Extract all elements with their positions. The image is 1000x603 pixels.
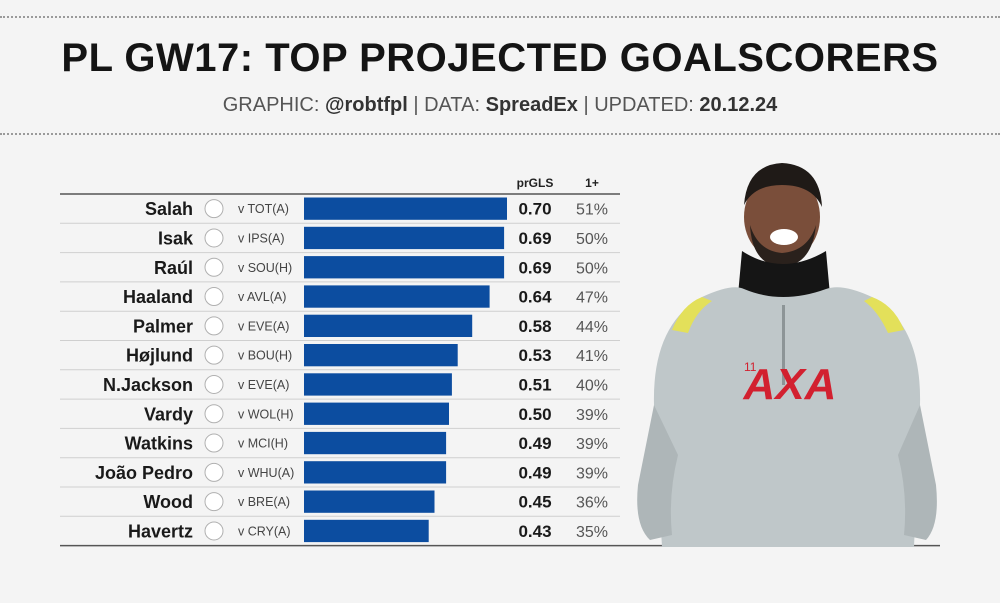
bar: [304, 490, 435, 513]
probability-value: 39%: [576, 436, 608, 453]
player-name: João Pedro: [95, 463, 193, 483]
data-source: SpreadEx: [485, 94, 578, 116]
prgls-value: 0.69: [518, 258, 551, 277]
prgls-value: 0.50: [518, 405, 551, 424]
bar: [304, 373, 452, 396]
bar: [304, 402, 449, 425]
column-header-prgls: prGLS: [517, 176, 554, 190]
fixture-label: v MCI(H): [238, 437, 288, 451]
bar: [304, 344, 458, 367]
probability-value: 36%: [576, 495, 608, 512]
fixture-label: v SOU(H): [238, 261, 292, 275]
probability-value: 50%: [576, 260, 608, 277]
bar: [304, 431, 447, 455]
player-photo: AXA 11: [637, 163, 937, 547]
fixture-label: v WOL(H): [238, 407, 294, 421]
data-label: | DATA:: [413, 94, 481, 116]
club-badge-icon: [204, 404, 224, 424]
updated-label: | UPDATED:: [583, 94, 694, 116]
bar: [304, 226, 505, 250]
player-name: Wood: [143, 492, 193, 512]
player-name: Haaland: [123, 287, 193, 307]
club-badge-icon: [204, 316, 224, 336]
probability-value: 35%: [576, 524, 608, 541]
prgls-value: 0.49: [518, 434, 551, 453]
player-name: Raúl: [154, 258, 193, 278]
bar: [304, 285, 490, 308]
club-badge-icon: [204, 433, 224, 453]
probability-value: 39%: [576, 407, 608, 424]
prgls-value: 0.69: [518, 229, 551, 248]
updated-date: 20.12.24: [699, 94, 778, 116]
club-badge-icon: [204, 228, 224, 248]
header-dotted-divider: [0, 133, 1000, 135]
prgls-value: 0.58: [518, 317, 551, 336]
player-name: Watkins: [125, 434, 193, 454]
chart-subtitle: GRAPHIC: @robtfpl | DATA: SpreadEx | UPD…: [0, 94, 1000, 117]
graphic-label: GRAPHIC:: [222, 94, 320, 116]
club-badge-icon: [204, 345, 224, 365]
prgls-value: 0.51: [518, 375, 551, 394]
fixture-label: v BOU(H): [238, 349, 292, 363]
fixture-label: v WHU(A): [238, 466, 294, 480]
bar: [304, 256, 505, 279]
probability-value: 44%: [576, 319, 608, 336]
svg-text:AXA: AXA: [743, 360, 837, 409]
club-badge-icon: [204, 287, 224, 307]
prgls-value: 0.49: [518, 463, 551, 482]
prgls-value: 0.43: [518, 522, 551, 541]
club-badge-icon: [204, 374, 224, 394]
probability-value: 40%: [576, 377, 608, 394]
probability-value: 39%: [576, 465, 608, 482]
fixture-label: v TOT(A): [238, 202, 289, 216]
fixture-label: v EVE(A): [238, 319, 289, 333]
player-name: Salah: [145, 199, 193, 219]
bar: [304, 314, 473, 337]
fixture-label: v BRE(A): [238, 495, 290, 509]
graphic-credit: @robtfpl: [324, 94, 408, 116]
fixture-label: v AVL(A): [238, 290, 286, 304]
fixture-label: v CRY(A): [238, 524, 291, 538]
club-badge-icon: [204, 257, 224, 277]
prgls-value: 0.53: [518, 346, 551, 365]
player-name: Havertz: [128, 521, 193, 541]
probability-value: 41%: [576, 348, 608, 365]
chart-title: PL GW17: TOP PROJECTED GOALSCORERS: [61, 36, 939, 80]
svg-text:11: 11: [744, 360, 757, 374]
prgls-value: 0.70: [518, 200, 551, 219]
player-name: Isak: [158, 228, 194, 248]
club-badge-icon: [204, 492, 224, 512]
club-badge-icon: [204, 199, 224, 219]
fixture-label: v EVE(A): [238, 378, 289, 392]
player-name: Palmer: [133, 316, 193, 336]
prgls-value: 0.64: [518, 288, 552, 307]
column-header-1plus: 1+: [585, 176, 599, 190]
probability-value: 50%: [576, 231, 608, 248]
top-dotted-divider: [0, 16, 1000, 18]
club-badge-icon: [204, 521, 224, 541]
fixture-label: v IPS(A): [238, 231, 285, 245]
player-name: Højlund: [126, 346, 193, 366]
player-name: N.Jackson: [103, 375, 193, 395]
player-name: Vardy: [144, 404, 193, 424]
prgls-value: 0.45: [518, 493, 551, 512]
club-badge-icon: [204, 462, 224, 482]
bar: [304, 197, 507, 220]
bar: [304, 461, 447, 484]
bar: [304, 519, 429, 543]
probability-value: 47%: [576, 290, 608, 307]
probability-value: 51%: [576, 202, 608, 219]
